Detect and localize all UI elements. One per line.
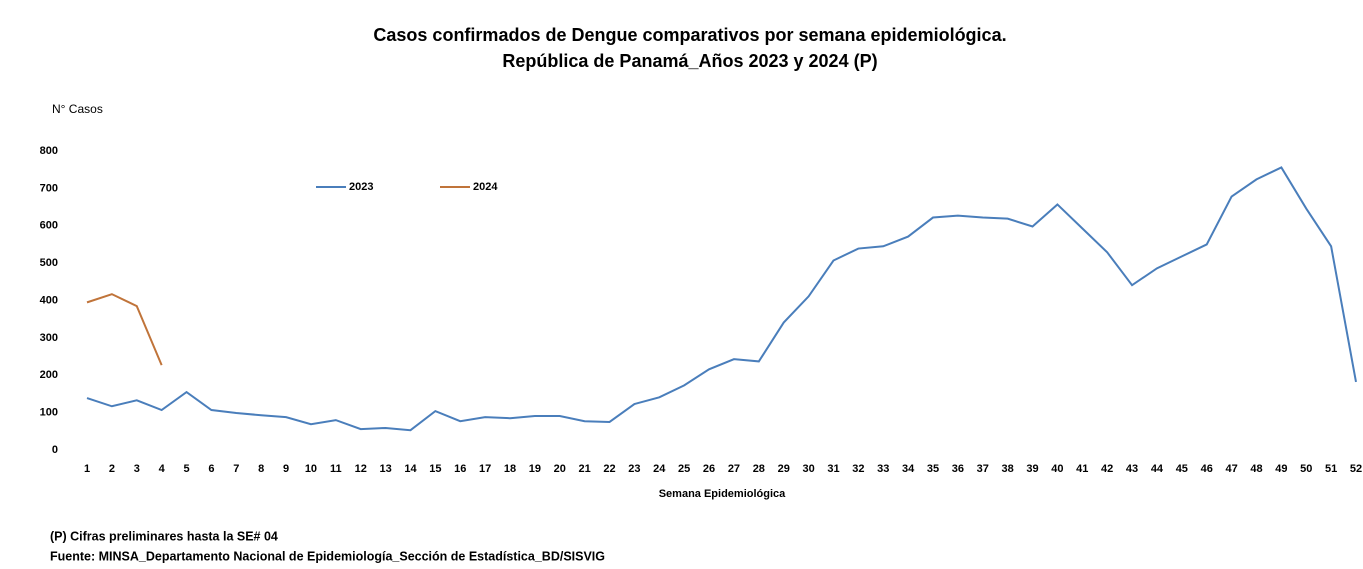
x-tick-label: 32 — [852, 463, 864, 475]
x-tick-label: 22 — [603, 463, 615, 475]
x-tick-label: 47 — [1225, 463, 1237, 475]
x-tick-label: 31 — [827, 463, 839, 475]
x-tick-label: 4 — [159, 463, 166, 475]
chart-title: Casos confirmados de Dengue comparativos… — [373, 25, 1006, 45]
x-tick-label: 12 — [355, 463, 367, 475]
x-tick-label: 23 — [628, 463, 640, 475]
x-tick-label: 29 — [778, 463, 790, 475]
chart-subtitle: República de Panamá_Años 2023 y 2024 (P) — [502, 51, 877, 71]
note: Fuente: MINSA_Departamento Nacional de E… — [50, 549, 605, 563]
x-tick-label: 38 — [1002, 463, 1014, 475]
x-tick-label: 50 — [1300, 463, 1312, 475]
x-tick-label: 8 — [258, 463, 264, 475]
x-tick-label: 33 — [877, 463, 889, 475]
x-tick-label: 52 — [1350, 463, 1362, 475]
x-tick-label: 35 — [927, 463, 939, 475]
x-tick-label: 18 — [504, 463, 516, 475]
x-tick-label: 15 — [429, 463, 441, 475]
x-tick-label: 45 — [1176, 463, 1188, 475]
y-tick-label: 400 — [40, 294, 58, 306]
x-tick-label: 13 — [379, 463, 391, 475]
note: (P) Cifras preliminares hasta la SE# 04 — [50, 529, 278, 543]
y-tick-label: 700 — [40, 182, 58, 194]
x-tick-label: 6 — [208, 463, 214, 475]
y-tick-label: 800 — [40, 145, 58, 157]
x-tick-label: 40 — [1051, 463, 1063, 475]
x-tick-label: 51 — [1325, 463, 1337, 475]
y-tick-label: 500 — [40, 257, 58, 269]
y-tick-label: 100 — [40, 407, 58, 419]
legend-label: 2023 — [349, 181, 373, 193]
x-tick-label: 9 — [283, 463, 289, 475]
y-axis-label: N° Casos — [52, 102, 103, 116]
y-tick-label: 0 — [52, 444, 58, 456]
x-tick-label: 19 — [529, 463, 541, 475]
series-line — [86, 166, 1357, 432]
x-tick-label: 28 — [753, 463, 765, 475]
x-tick-label: 30 — [802, 463, 814, 475]
x-tick-label: 37 — [977, 463, 989, 475]
x-axis-label: Semana Epidemiológica — [659, 488, 786, 500]
x-tick-label: 2 — [109, 463, 115, 475]
legend-label: 2024 — [473, 181, 498, 193]
x-tick-label: 16 — [454, 463, 466, 475]
x-tick-label: 24 — [653, 463, 666, 475]
x-tick-label: 25 — [678, 463, 690, 475]
x-tick-label: 26 — [703, 463, 715, 475]
x-tick-label: 49 — [1275, 463, 1287, 475]
x-tick-label: 14 — [404, 463, 417, 475]
x-tick-label: 5 — [183, 463, 189, 475]
x-tick-label: 17 — [479, 463, 491, 475]
x-tick-label: 3 — [134, 463, 140, 475]
x-tick-label: 44 — [1151, 463, 1164, 475]
y-tick-label: 300 — [40, 332, 58, 344]
x-tick-label: 43 — [1126, 463, 1138, 475]
x-tick-label: 7 — [233, 463, 239, 475]
x-tick-label: 46 — [1201, 463, 1213, 475]
y-tick-label: 200 — [40, 369, 58, 381]
x-tick-label: 42 — [1101, 463, 1113, 475]
x-tick-label: 21 — [579, 463, 591, 475]
x-tick-label: 36 — [952, 463, 964, 475]
x-tick-label: 34 — [902, 463, 915, 475]
x-tick-label: 39 — [1026, 463, 1038, 475]
x-tick-label: 1 — [84, 463, 90, 475]
y-tick-label: 600 — [40, 220, 58, 232]
series-line — [86, 293, 163, 366]
x-tick-label: 20 — [554, 463, 566, 475]
x-tick-label: 41 — [1076, 463, 1088, 475]
x-tick-label: 48 — [1250, 463, 1262, 475]
x-tick-label: 27 — [728, 463, 740, 475]
x-tick-label: 11 — [330, 463, 342, 475]
x-tick-label: 10 — [305, 463, 317, 475]
